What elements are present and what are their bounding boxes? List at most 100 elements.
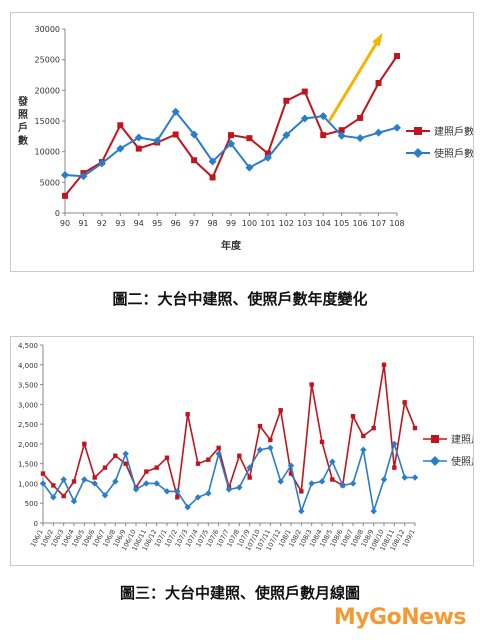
data-point-construction <box>71 479 77 484</box>
data-point-construction <box>195 461 201 466</box>
data-point-usage <box>380 476 388 483</box>
x-tick-label: 99 <box>226 219 236 228</box>
data-point-construction <box>209 174 216 181</box>
data-point-usage <box>349 480 357 487</box>
data-point-usage <box>411 474 419 481</box>
data-point-construction <box>288 471 294 476</box>
data-point-usage <box>39 480 47 487</box>
data-point-construction <box>350 414 356 419</box>
data-point-construction <box>338 127 345 134</box>
data-point-construction <box>246 135 253 142</box>
x-tick-label: 103 <box>297 219 312 228</box>
data-point-usage <box>79 172 88 181</box>
data-point-construction <box>268 437 273 443</box>
x-tick-label: 102 <box>279 219 294 228</box>
x-tick-label: 92 <box>97 219 107 228</box>
y-tick-label: 1,500 <box>18 461 38 469</box>
data-point-construction <box>154 465 159 470</box>
data-point-construction <box>319 439 325 445</box>
data-point-usage <box>391 440 398 448</box>
data-point-usage <box>163 488 171 495</box>
legend-label-2: 使照戶數 <box>451 455 473 468</box>
data-point-construction <box>40 471 46 476</box>
y-tick-label: 2,000 <box>18 441 38 449</box>
data-point-construction <box>228 132 234 139</box>
data-point-construction <box>412 425 418 431</box>
data-point-construction <box>191 157 198 164</box>
data-point-construction <box>51 483 56 488</box>
data-point-usage <box>263 153 272 162</box>
legend-label-1: 建照戶數 <box>451 433 473 446</box>
x-tick-label: 101 <box>260 219 275 228</box>
y-tick-label: 10000 <box>35 148 60 157</box>
y-tick-label: 25000 <box>35 56 60 65</box>
data-point-usage <box>81 476 88 483</box>
y-tick-label: 3,500 <box>18 382 38 390</box>
y-axis-label: 數 <box>18 134 28 147</box>
data-point-construction <box>278 408 283 413</box>
data-point-usage <box>319 112 328 121</box>
data-point-usage <box>245 163 254 172</box>
y-tick-label: 5000 <box>40 178 60 187</box>
data-point-usage <box>153 136 162 145</box>
data-point-construction <box>392 465 397 470</box>
data-point-usage <box>393 123 401 132</box>
monthly-chart: 0 500 1,000 1,500 2,000 2,500 3,000 3,500 4,000 4… <box>18 342 480 552</box>
data-point-usage <box>277 478 284 485</box>
data-point-usage <box>360 446 367 454</box>
data-point-usage <box>329 458 336 465</box>
x-tick-label: 91 <box>78 219 88 228</box>
data-point-usage <box>184 503 191 511</box>
data-point-usage <box>256 446 264 454</box>
data-point-usage <box>227 139 235 148</box>
x-tick-label: 95 <box>152 219 162 228</box>
data-point-usage <box>318 478 326 485</box>
data-point-construction <box>247 475 252 480</box>
y-tick-label: 20000 <box>35 86 60 95</box>
data-point-construction <box>135 145 142 152</box>
data-point-construction <box>102 465 108 470</box>
data-point-construction <box>402 400 407 405</box>
data-point-usage <box>236 484 243 491</box>
data-point-usage <box>60 476 67 483</box>
data-point-usage <box>132 486 140 493</box>
data-point-usage <box>134 133 143 142</box>
data-point-usage <box>97 159 106 168</box>
data-point-construction <box>123 461 128 466</box>
y-tick-label: 15000 <box>35 117 60 126</box>
x-tick-label: 100 <box>242 219 257 228</box>
data-point-usage <box>339 482 346 489</box>
x-tick-label: 90 <box>60 219 70 228</box>
x-tick-label: 94 <box>134 219 144 228</box>
data-point-usage <box>101 492 109 499</box>
x-axis-label: 年度 <box>221 239 242 252</box>
data-point-construction <box>394 52 400 59</box>
x-tick-label: 96 <box>171 219 181 228</box>
y-axis-label: 照 <box>18 109 28 121</box>
data-point-construction <box>371 425 376 431</box>
y-tick-label: 4,000 <box>18 362 38 370</box>
data-point-usage <box>190 130 199 139</box>
data-point-usage <box>122 450 129 457</box>
data-point-construction <box>381 362 387 367</box>
chart-panel-monthly: 0 500 1,000 1,500 2,000 2,500 3,000 3,500 4,000 4… <box>10 336 480 566</box>
data-point-construction <box>216 445 221 451</box>
series-line-1 <box>42 364 416 498</box>
data-point-construction <box>144 469 149 474</box>
y-axis-label: 戶 <box>18 121 28 134</box>
x-tick-label: 93 <box>115 219 125 228</box>
data-point-usage <box>174 488 181 495</box>
data-point-usage <box>70 498 78 505</box>
legend-label-2: 使照戶數 <box>434 147 473 160</box>
data-point-construction <box>283 97 290 104</box>
trend-arrow-head <box>372 32 383 47</box>
data-point-usage <box>205 490 212 497</box>
data-point-usage <box>300 114 309 123</box>
y-tick-label: 30000 <box>35 25 60 34</box>
data-point-construction <box>206 457 211 462</box>
x-tick-label: 106 <box>352 219 367 228</box>
y-tick-label: 3,000 <box>18 401 38 409</box>
watermark-logo: MyGoNews <box>333 605 467 630</box>
y-tick-label: 500 <box>25 500 38 508</box>
series-line-1 <box>64 55 398 197</box>
